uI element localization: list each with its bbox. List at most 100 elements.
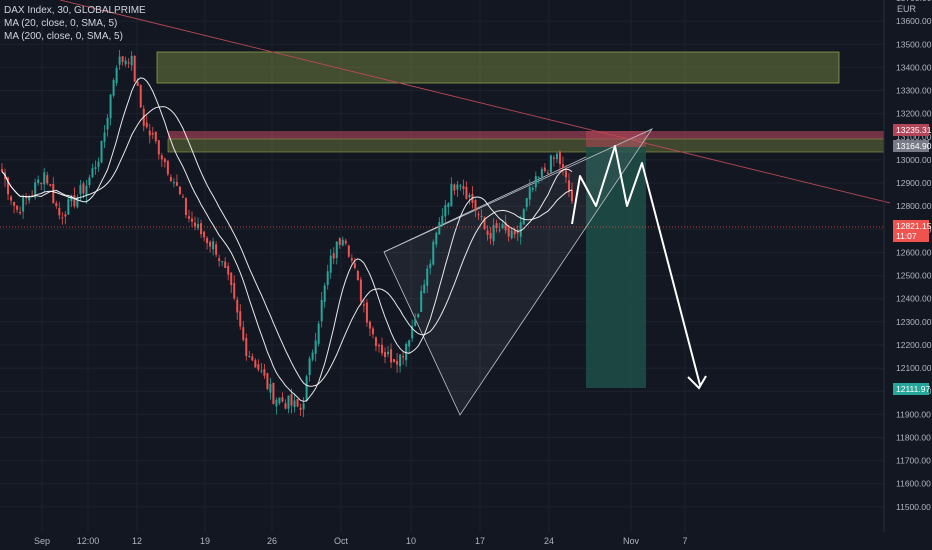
candle-body (492, 225, 495, 242)
candle-body (474, 200, 477, 211)
time-tick-label: Oct (334, 536, 349, 546)
candle-body (377, 345, 380, 347)
candle-body (317, 323, 320, 344)
short-stop-box (586, 131, 646, 147)
candle-body (25, 196, 28, 199)
candlestick-series (1, 50, 573, 418)
candle-body (335, 241, 338, 258)
price-tag-target: 12111.97 (893, 383, 930, 395)
price-tick-label: 13000.00 (896, 155, 932, 165)
candle-body (166, 160, 169, 175)
resistance-zone-lower (167, 138, 885, 153)
price-tick-label: 12400.00 (896, 294, 932, 304)
time-tick-label: 12 (132, 536, 142, 546)
candle-body (513, 230, 516, 235)
candle-body (420, 290, 423, 312)
candle-body (519, 222, 522, 237)
candle-body (374, 337, 377, 347)
candle-body (432, 241, 435, 265)
candle-body (157, 140, 160, 155)
legend-symbol[interactable]: DAX Index, 30, GLOBALPRIME (4, 5, 146, 16)
candle-body (441, 215, 444, 224)
candle-body (263, 369, 266, 376)
candle-body (447, 203, 450, 208)
candle-body (215, 244, 218, 255)
candle-body (221, 261, 224, 263)
candle-body (564, 170, 567, 178)
candle-body (88, 177, 91, 185)
candle-body (408, 340, 411, 347)
candle-body (435, 232, 438, 245)
ma-20-line (1, 77, 573, 402)
candle-body (314, 340, 317, 354)
candle-body (525, 198, 528, 208)
candle-body (558, 152, 561, 165)
price-tick-label: 13700.00 (896, 0, 932, 3)
price-tag-target-text: 12111.97 (896, 384, 930, 394)
candle-body (227, 266, 230, 275)
candle-body (293, 400, 296, 408)
rising-wedge-pattern (383, 128, 654, 416)
candle-body (272, 382, 275, 405)
candle-body (224, 261, 227, 269)
candle-body (37, 179, 40, 184)
candle-body (187, 216, 190, 219)
candle-body (248, 356, 251, 358)
candle-body (338, 238, 341, 245)
candle-body (510, 230, 513, 239)
candle-body (480, 216, 483, 218)
descending-trendline (59, 0, 891, 204)
candle-body (296, 399, 299, 407)
candle-body (209, 241, 212, 247)
candle-body (91, 168, 94, 178)
candle-body (52, 184, 55, 204)
candle-body (242, 327, 245, 341)
candle-body (423, 284, 426, 293)
candle-body (58, 207, 61, 216)
candle-body (456, 184, 459, 190)
candle-body (40, 182, 43, 185)
price-tick-label: 12300.00 (896, 317, 932, 327)
candle-body (148, 130, 151, 136)
candle-body (130, 55, 133, 66)
candle-body (311, 352, 314, 360)
candle-body (212, 241, 215, 250)
time-tick-label: 12:00 (77, 536, 100, 546)
price-tick-label: 12100.00 (896, 363, 932, 373)
candle-body (546, 172, 549, 174)
candle-body (10, 196, 13, 201)
candle-body (266, 373, 269, 390)
candle-body (528, 187, 531, 200)
candle-body (417, 314, 420, 318)
candle-body (371, 328, 374, 335)
candle-body (136, 81, 139, 86)
candle-body (537, 176, 540, 178)
candle-body (405, 343, 408, 361)
legend-ma200[interactable]: MA (200, close, 0, SMA, 5) (4, 31, 123, 42)
candle-body (275, 399, 278, 407)
candle-body (230, 272, 233, 286)
candle-body (465, 186, 468, 199)
price-tick-label: 13500.00 (896, 39, 932, 49)
candle-body (115, 68, 118, 84)
candle-body (468, 194, 471, 198)
legend-ma20[interactable]: MA (20, close, 0, SMA, 5) (4, 18, 118, 29)
candle-body (34, 182, 37, 198)
candle-body (191, 218, 193, 222)
candle-body (450, 183, 453, 207)
time-tick-label: 17 (475, 536, 485, 546)
candle-body (489, 232, 492, 239)
candle-body (453, 184, 456, 191)
candle-body (139, 85, 142, 108)
candle-body (269, 383, 272, 393)
candle-body (498, 229, 501, 231)
candle-body (260, 370, 263, 372)
candle-body (329, 255, 332, 273)
candle-body (555, 153, 558, 160)
chart-legend: DAX Index, 30, GLOBALPRIME MA (20, close… (4, 4, 146, 43)
candle-body (13, 201, 16, 206)
candle-body (507, 228, 510, 237)
wedge-upper-line (383, 156, 587, 253)
candle-body (522, 209, 525, 225)
